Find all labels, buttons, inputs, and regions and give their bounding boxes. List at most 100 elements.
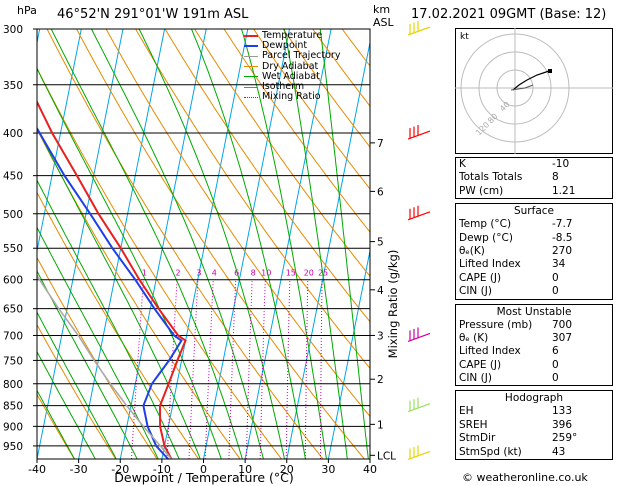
mixing-ratio-label: 25 (318, 269, 328, 278)
wind-barb (407, 21, 431, 36)
hodograph-value: 396 (552, 418, 573, 431)
wind-barb-staff (407, 130, 431, 140)
wind-barb (407, 205, 431, 221)
most-unstable-row: CIN (J) 0 (456, 372, 612, 385)
series-parcel-trajectory-line (37, 273, 173, 459)
most-unstable-value: 0 (552, 372, 559, 385)
hodograph-row: StmDir 259° (456, 432, 612, 445)
surface-value: 0 (552, 271, 559, 284)
mixing-ratio-label: 15 (286, 269, 296, 278)
dry-adiabat-line (37, 128, 241, 459)
wet-adiabat-line (37, 126, 201, 459)
x-tick-label: 40 (363, 463, 377, 476)
mixing-ratio-label: 10 (261, 269, 271, 278)
legend-label: Mixing Ratio (262, 91, 321, 103)
mixing-ratio-line (285, 279, 291, 459)
index-value: 1.21 (552, 184, 576, 197)
most-unstable-value: 6 (552, 345, 559, 358)
surface-label: Dewp (°C) (459, 231, 513, 244)
mixing-ratio-line (259, 279, 266, 459)
km-tick-label: 4 (377, 285, 384, 297)
mixing-ratio-line (320, 279, 323, 459)
isotherm-line (37, 29, 124, 459)
most-unstable-value: 0 (552, 358, 559, 371)
hodograph-row: StmSpd (kt) 43 (456, 446, 612, 459)
hpa-label: hPa (17, 4, 37, 17)
pressure-tick-label: 550 (3, 243, 23, 255)
hodograph-point (548, 69, 552, 73)
isotherm-line (37, 29, 82, 254)
pressure-tick-label: 500 (3, 209, 23, 221)
hodograph-label: StmDir (459, 432, 496, 445)
mixing-ratio-line (188, 279, 199, 459)
wet-adiabat-line (37, 389, 76, 459)
most-unstable-label: θₑ (K) (459, 331, 489, 344)
hodograph-row: SREH 396 (456, 419, 612, 432)
wind-barb (407, 327, 431, 343)
pressure-tick-label: 900 (3, 421, 23, 433)
pressure-tick-label: 800 (3, 379, 23, 391)
isotherm-line (203, 29, 290, 459)
x-tick-label: -10 (153, 463, 171, 476)
legend-swatch (244, 66, 258, 68)
wet-adiabat-line (90, 29, 264, 459)
pressure-tick-label: 350 (3, 80, 23, 92)
hodograph-label: StmSpd (kt) (459, 445, 522, 458)
dry-adiabat-line (282, 29, 370, 148)
surface-row: CIN (J) 0 (456, 285, 612, 298)
surface-row: Temp (°C) -7.7 (456, 218, 612, 231)
pressure-tick-label: 300 (3, 24, 23, 36)
wind-barb-staff (407, 26, 431, 36)
pressure-tick-label: 700 (3, 330, 23, 342)
hodograph-value: 259° (552, 432, 578, 445)
dry-adiabat-line (253, 29, 370, 190)
wind-barb-staff (407, 450, 431, 461)
pressure-tick-label: 650 (3, 304, 23, 316)
dry-adiabat-line (105, 29, 370, 418)
copyright: © weatheronline.co.uk (462, 471, 588, 484)
dry-adiabat-line (37, 191, 200, 459)
km-label: km (373, 3, 391, 16)
wet-adiabat-line (283, 29, 348, 459)
surface-value: 270 (552, 244, 573, 257)
surface-value: -7.7 (552, 218, 573, 231)
surface-label: CIN (J) (459, 285, 492, 298)
legend-label: Parcel Trajectory (262, 50, 341, 62)
legend-swatch (244, 56, 258, 57)
legend-label: Wet Adiabat (262, 70, 320, 82)
dry-adiabat-line (46, 29, 324, 459)
index-row: K -10 (456, 158, 612, 171)
isotherm-line (286, 39, 370, 459)
legend-label: Dewpoint (262, 40, 308, 52)
hodograph-trace (512, 70, 550, 91)
most-unstable-value: 307 (552, 331, 573, 344)
legend-label: Dry Adiabat (262, 60, 319, 72)
wet-adiabat-line (37, 67, 222, 459)
wind-barb-staff (407, 211, 431, 221)
index-label: K (459, 158, 466, 170)
wind-barb (407, 397, 431, 413)
most-unstable-value: 700 (552, 318, 573, 331)
mixing-ratio-line (304, 279, 309, 459)
legend-swatch (244, 76, 258, 78)
wet-adiabat-line (37, 269, 138, 459)
dry-adiabat-line (37, 67, 282, 459)
wind-barb (407, 445, 431, 461)
mixing-ratio-line (204, 279, 214, 459)
hodograph-label: EH (459, 405, 474, 418)
surface-label: CAPE (J) (459, 271, 502, 284)
wet-adiabat-line (37, 311, 117, 459)
isotherm-line (78, 29, 166, 459)
legend-item: Parcel Trajectory (244, 51, 340, 61)
indices-table: K -10 Totals Totals 8 PW (cm) 1.21 Surface Te… (455, 157, 613, 464)
hodograph-storm-motion (510, 84, 534, 91)
wind-barb-staff (407, 332, 431, 343)
hodograph-value: 43 (552, 445, 566, 458)
x-tick-label: -40 (28, 463, 46, 476)
wet-adiabat-line (190, 29, 307, 459)
index-label: Totals Totals (459, 171, 523, 184)
isotherm-line (327, 248, 370, 459)
pressure-tick-label: 950 (3, 441, 23, 453)
